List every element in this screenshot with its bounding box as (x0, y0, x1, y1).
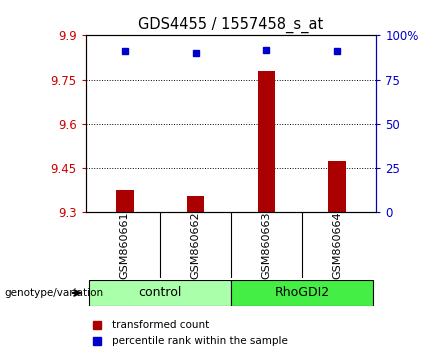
Text: RhoGDI2: RhoGDI2 (274, 286, 330, 299)
Bar (116, 190, 134, 212)
Bar (231, 280, 373, 306)
Bar (257, 71, 275, 212)
Bar (89, 280, 231, 306)
Text: GSM860661: GSM860661 (120, 211, 130, 279)
Text: percentile rank within the sample: percentile rank within the sample (112, 336, 288, 346)
Text: genotype/variation: genotype/variation (4, 288, 103, 298)
Bar (187, 196, 205, 212)
Text: GSM860664: GSM860664 (332, 211, 342, 279)
Bar (328, 161, 346, 212)
Title: GDS4455 / 1557458_s_at: GDS4455 / 1557458_s_at (138, 16, 324, 33)
Text: GSM860662: GSM860662 (191, 211, 201, 279)
Text: control: control (139, 286, 182, 299)
Text: transformed count: transformed count (112, 320, 209, 330)
Text: GSM860663: GSM860663 (261, 211, 271, 279)
